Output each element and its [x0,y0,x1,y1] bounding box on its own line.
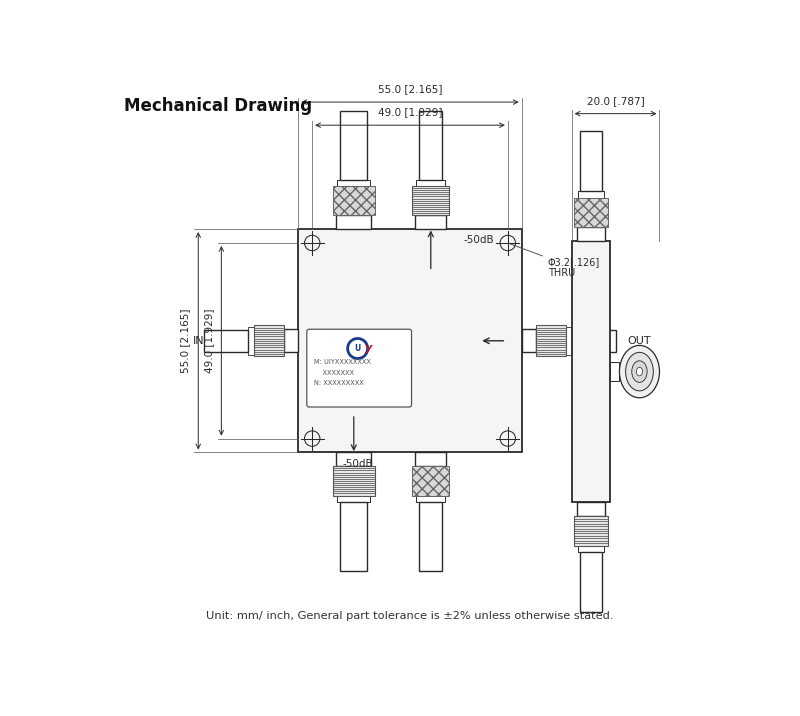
Text: 49.0 [1.929]: 49.0 [1.929] [378,107,442,117]
Bar [205,330,248,352]
Bar [577,227,605,241]
Text: -50dB: -50dB [463,236,494,246]
Text: 55.0 [2.165]: 55.0 [2.165] [181,309,190,373]
Bar [254,325,285,356]
Bar [333,466,375,495]
Bar [412,466,450,495]
Bar [578,546,604,552]
Text: y: y [365,344,372,354]
Bar [572,241,610,503]
Bar [298,229,522,453]
Text: 49.0 [1.929]: 49.0 [1.929] [204,309,214,373]
Bar [566,327,572,354]
Bar [248,327,254,354]
Ellipse shape [636,367,642,376]
Bar [574,516,608,546]
Text: 55.0 [2.165]: 55.0 [2.165] [378,84,442,95]
Bar [340,110,367,180]
Bar [333,186,375,216]
Text: Unit: mm/ inch, General part tolerance is ±2% unless otherwise stated.: Unit: mm/ inch, General part tolerance i… [206,611,614,621]
Bar [419,110,442,180]
Text: OUT: OUT [627,336,650,346]
Bar [574,198,608,227]
Bar [522,329,535,352]
Bar [337,453,371,466]
Bar [577,503,605,516]
Bar [340,502,367,571]
Bar [338,495,370,502]
Bar [580,131,602,191]
Ellipse shape [632,361,647,382]
Bar [285,329,298,352]
Text: Φ3.2[.126]
THRU: Φ3.2[.126] THRU [510,244,600,279]
Text: XXXXXXX: XXXXXXX [314,369,354,376]
Text: N: XXXXXXXXX: N: XXXXXXXXX [314,380,363,387]
Text: M: UIYXXXXXXXX: M: UIYXXXXXXXX [314,359,370,365]
Bar [416,180,446,186]
Ellipse shape [619,345,659,398]
Bar [580,552,602,612]
Bar [415,216,446,229]
Text: IN: IN [193,336,205,346]
Bar [572,330,615,352]
Bar [610,362,619,381]
FancyBboxPatch shape [307,329,411,407]
Bar [412,186,450,216]
Ellipse shape [626,352,654,391]
Bar [337,216,371,229]
Bar [415,453,446,466]
Text: 20.0 [.787]: 20.0 [.787] [586,96,645,106]
Bar [416,495,446,502]
Bar [338,180,370,186]
Text: Mechanical Drawing: Mechanical Drawing [123,97,312,115]
Text: -50dB: -50dB [342,459,373,468]
Bar [535,325,566,356]
Bar [578,191,604,198]
Text: U: U [354,344,361,353]
Bar [419,502,442,571]
